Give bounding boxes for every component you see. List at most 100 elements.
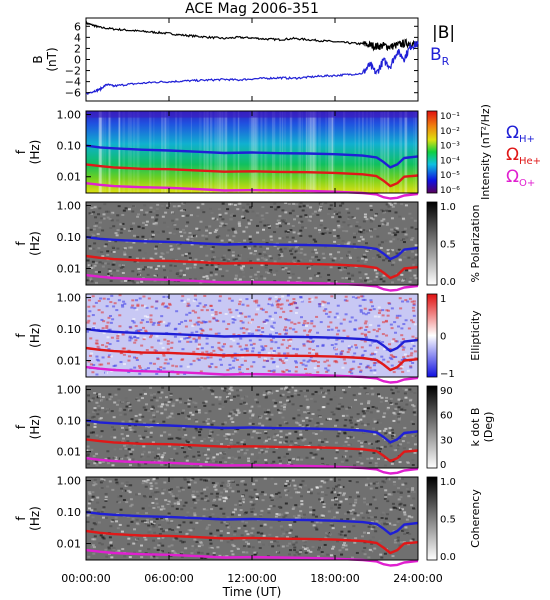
spectrogram-speckle	[221, 387, 225, 390]
spectrogram-speckle	[382, 218, 386, 221]
spectrogram-speckle	[334, 498, 338, 501]
spectrogram-speckle	[268, 389, 272, 392]
spectrogram-speckle	[401, 456, 405, 459]
spectrogram-speckle	[287, 553, 291, 556]
spectrogram-speckle	[188, 256, 192, 259]
spectrogram-speckle	[107, 546, 111, 549]
spectrogram-speckle	[255, 277, 259, 280]
spectrogram-speckle	[175, 537, 179, 540]
spectrogram-speckle	[251, 332, 255, 335]
spectrogram-speckle	[335, 213, 339, 216]
spectrogram-speckle	[203, 272, 207, 275]
spectrogram-speckle	[128, 491, 132, 494]
spectrogram-speckle	[204, 411, 208, 414]
spectrogram-speckle	[228, 297, 232, 300]
spectrogram-speckle	[358, 304, 362, 307]
spectrogram-speckle	[319, 321, 323, 324]
spectrogram-speckle	[333, 240, 337, 243]
spectrogram-speckle	[363, 333, 367, 336]
spectrogram-speckle	[163, 401, 167, 404]
spectrogram-speckle	[186, 298, 190, 301]
gyro-line-0	[85, 144, 419, 169]
spectrogram-speckle	[110, 219, 114, 222]
spectrogram-speckle	[365, 483, 369, 486]
spectrogram-speckle	[360, 280, 364, 283]
spectrogram-speckle	[129, 428, 133, 431]
spectrogram-speckle	[380, 396, 384, 399]
spectrogram-speckle	[389, 508, 393, 511]
spectrogram-speckle	[268, 425, 272, 428]
spectrogram-speckle	[370, 387, 374, 390]
spectrogram-speckle	[248, 339, 252, 342]
spectrogram-speckle	[299, 295, 303, 298]
spectrogram-speckle	[132, 241, 136, 244]
spectrogram-speckle	[169, 358, 173, 361]
spectrogram-speckle	[201, 351, 205, 354]
spectrogram-speckle	[273, 405, 277, 408]
spectrogram-speckle	[146, 479, 150, 482]
spectrogram-speckle	[398, 259, 402, 262]
spectrogram-speckle	[369, 280, 373, 283]
spectrogram-speckle	[119, 223, 123, 226]
spectrogram-speckle	[185, 532, 189, 535]
spectrogram-speckle	[198, 539, 202, 542]
spectrogram-speckle	[171, 219, 175, 222]
spectrogram-speckle	[163, 338, 167, 341]
spectrogram-speckle	[193, 323, 197, 326]
spectrogram-speckle	[123, 363, 127, 366]
spectrogram-speckle	[213, 485, 217, 488]
spectrogram-speckle	[294, 535, 298, 538]
spectrogram-streak	[312, 111, 316, 193]
spectrogram-speckle	[203, 294, 207, 297]
spectrogram-speckle	[150, 493, 154, 496]
spectrogram-speckle	[231, 212, 235, 215]
spectrogram-speckle	[408, 532, 412, 535]
spectrogram-speckle	[353, 328, 357, 331]
spectrogram-speckle	[158, 524, 162, 527]
spectrogram-speckle	[218, 268, 222, 271]
spectrogram-speckle	[272, 505, 276, 508]
spectrogram-speckle	[355, 225, 359, 228]
gyro-line-0	[85, 419, 419, 444]
spectrogram-speckle	[199, 490, 203, 493]
spectrogram-speckle	[214, 504, 218, 507]
spectrogram-speckle	[369, 353, 373, 356]
spectrogram-speckle	[141, 453, 145, 456]
spectrogram-speckle	[382, 277, 386, 280]
spectrogram-speckle	[104, 495, 108, 498]
spectrogram-speckle	[110, 212, 114, 215]
spectrogram-speckle	[392, 387, 396, 390]
spectrogram-speckle	[366, 280, 370, 283]
spectrogram-speckle	[138, 272, 142, 275]
spectrogram-speckle	[375, 429, 379, 432]
spectrogram-speckle	[86, 259, 90, 262]
spectrogram-speckle	[197, 450, 201, 453]
spectrogram-speckle	[354, 498, 358, 501]
spectrogram-speckle	[321, 252, 325, 255]
spectrogram-speckle	[378, 395, 382, 398]
colorbar-title-line: % Polarization	[469, 205, 482, 283]
spectrogram-speckle	[212, 504, 216, 507]
spectrogram-speckle	[204, 495, 208, 498]
spectrogram-speckle	[398, 477, 402, 480]
spectrogram-speckle	[340, 340, 344, 343]
spectrogram-speckle	[98, 434, 102, 437]
spectrogram-speckle	[339, 215, 343, 218]
spectrogram-speckle	[247, 545, 251, 548]
spectrogram-speckle	[249, 260, 253, 263]
spectrogram-speckle	[248, 495, 252, 498]
spectrogram-speckle	[355, 481, 359, 484]
field-series-1	[86, 40, 419, 95]
spectrogram-speckle	[151, 323, 155, 326]
spectrogram-streak	[330, 111, 333, 193]
spectrogram-speckle	[289, 529, 293, 532]
spectrogram-speckle	[239, 400, 243, 403]
spectrogram-speckle	[390, 307, 394, 310]
spectrogram-speckle	[387, 302, 391, 305]
spectrogram-speckle	[335, 312, 339, 315]
spectrogram-speckle	[381, 511, 385, 514]
spectrogram-speckle	[108, 343, 112, 346]
spectrogram-speckle	[152, 275, 156, 278]
spectrogram-speckle	[283, 352, 287, 355]
